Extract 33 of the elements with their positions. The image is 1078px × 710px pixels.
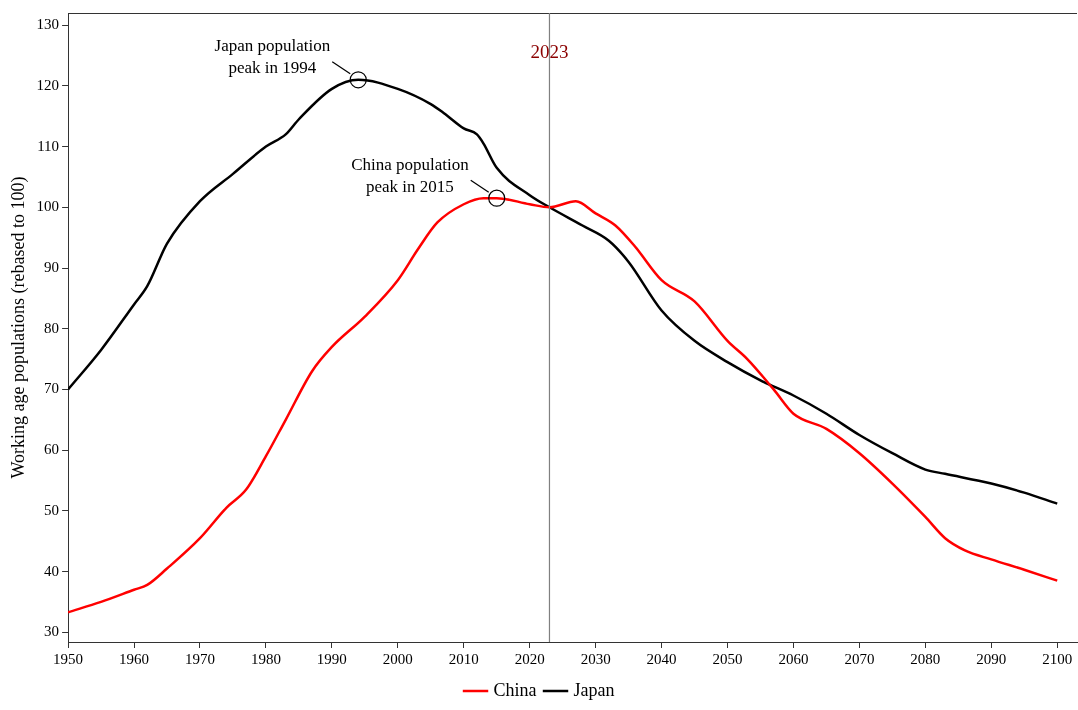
- x-tick-label: 1990: [316, 650, 347, 667]
- legend-label: Japan: [573, 679, 615, 700]
- y-tick-label: 50: [44, 501, 60, 518]
- ref-line-label: 2023: [530, 40, 569, 62]
- y-tick-label: 130: [36, 16, 60, 33]
- y-tick-label: 120: [36, 76, 60, 93]
- y-tick-label: 30: [44, 623, 60, 640]
- y-tick-label: 60: [44, 441, 60, 458]
- x-tick-label: 2050: [712, 650, 743, 667]
- legend-label: China: [493, 679, 537, 700]
- annotation: Japan population peak in 1994: [214, 36, 331, 78]
- x-tick-label: 2000: [382, 650, 413, 667]
- x-tick-label: 1950: [53, 650, 84, 667]
- x-tick-label: 1980: [250, 650, 281, 667]
- x-tick-label: 2080: [910, 650, 941, 667]
- annotation: China population peak in 2015: [351, 154, 470, 196]
- y-tick-label: 70: [44, 380, 60, 397]
- y-axis-title: Working age populations (rebased to 100): [7, 176, 29, 479]
- y-tick-label: 90: [44, 258, 60, 275]
- x-tick-label: 2070: [844, 650, 875, 667]
- x-tick-label: 1960: [119, 650, 150, 667]
- x-tick-label: 2100: [1042, 650, 1073, 667]
- x-tick-label: 2030: [580, 650, 611, 667]
- y-tick-label: 80: [44, 319, 60, 336]
- x-tick-label: 2090: [976, 650, 1007, 667]
- x-tick-label: 2010: [448, 650, 479, 667]
- x-tick-label: 2060: [778, 650, 809, 667]
- x-tick-label: 1970: [184, 650, 215, 667]
- x-tick-label: 2020: [514, 650, 545, 667]
- y-tick-label: 110: [37, 137, 60, 154]
- y-tick-label: 40: [44, 562, 60, 579]
- y-tick-label: 100: [36, 198, 60, 215]
- x-tick-label: 2040: [646, 650, 677, 667]
